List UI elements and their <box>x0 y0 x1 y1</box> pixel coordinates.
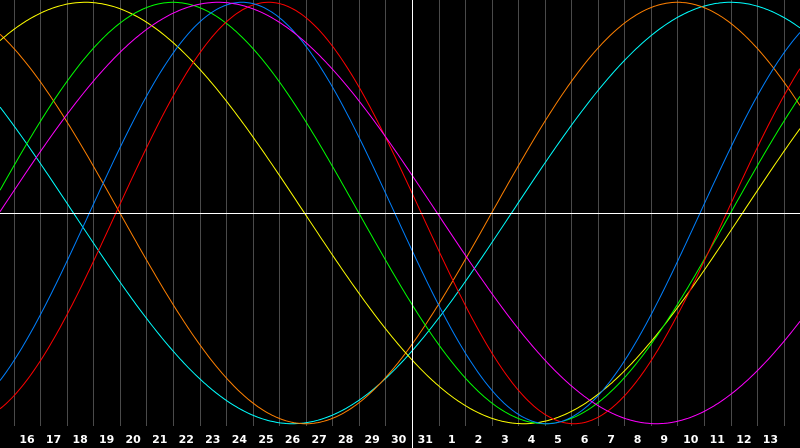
series-group <box>0 1 800 425</box>
x-tick-label: 20 <box>126 433 142 446</box>
x-tick-label: 28 <box>338 433 353 446</box>
x-tick-label: 4 <box>528 433 536 446</box>
x-tick-label: 27 <box>311 433 326 446</box>
x-tick-label: 24 <box>232 433 248 446</box>
x-tick-label: 30 <box>391 433 407 446</box>
x-tick-label: 26 <box>285 433 301 446</box>
series-line-2 <box>0 1 800 425</box>
x-tick-label: 2 <box>475 433 483 446</box>
x-tick-label: 25 <box>258 433 273 446</box>
x-tick-label: 5 <box>554 433 562 446</box>
series-line-1 <box>0 1 800 425</box>
series-line-7 <box>0 1 800 425</box>
x-tick-label: 12 <box>736 433 751 446</box>
x-tick-labels: 16 17 18 19 20 21 22 23 24 25 26 27 28 29 30 31 1 2 3 4 5 6 7 8… <box>19 433 778 446</box>
x-tick-label: 31 <box>418 433 433 446</box>
x-tick-label: 9 <box>660 433 668 446</box>
x-tick-label: 8 <box>634 433 642 446</box>
x-tick-label: 16 <box>19 433 35 446</box>
x-tick-label: 17 <box>46 433 61 446</box>
x-tick-label: 10 <box>683 433 699 446</box>
x-tick-label: 22 <box>179 433 194 446</box>
x-tick-label: 29 <box>365 433 380 446</box>
x-tick-label: 1 <box>448 433 456 446</box>
series-line-4 <box>0 1 800 425</box>
x-tick-label: 21 <box>152 433 167 446</box>
x-tick-label: 6 <box>581 433 589 446</box>
x-tick-label: 7 <box>607 433 615 446</box>
x-tick-label: 3 <box>501 433 509 446</box>
x-tick-label: 11 <box>710 433 725 446</box>
x-tick-label: 18 <box>72 433 87 446</box>
x-tick-label: 13 <box>763 433 778 446</box>
x-tick-label: 19 <box>99 433 114 446</box>
series-line-5 <box>0 1 800 425</box>
series-line-6 <box>0 1 800 425</box>
x-tick-label: 23 <box>205 433 220 446</box>
